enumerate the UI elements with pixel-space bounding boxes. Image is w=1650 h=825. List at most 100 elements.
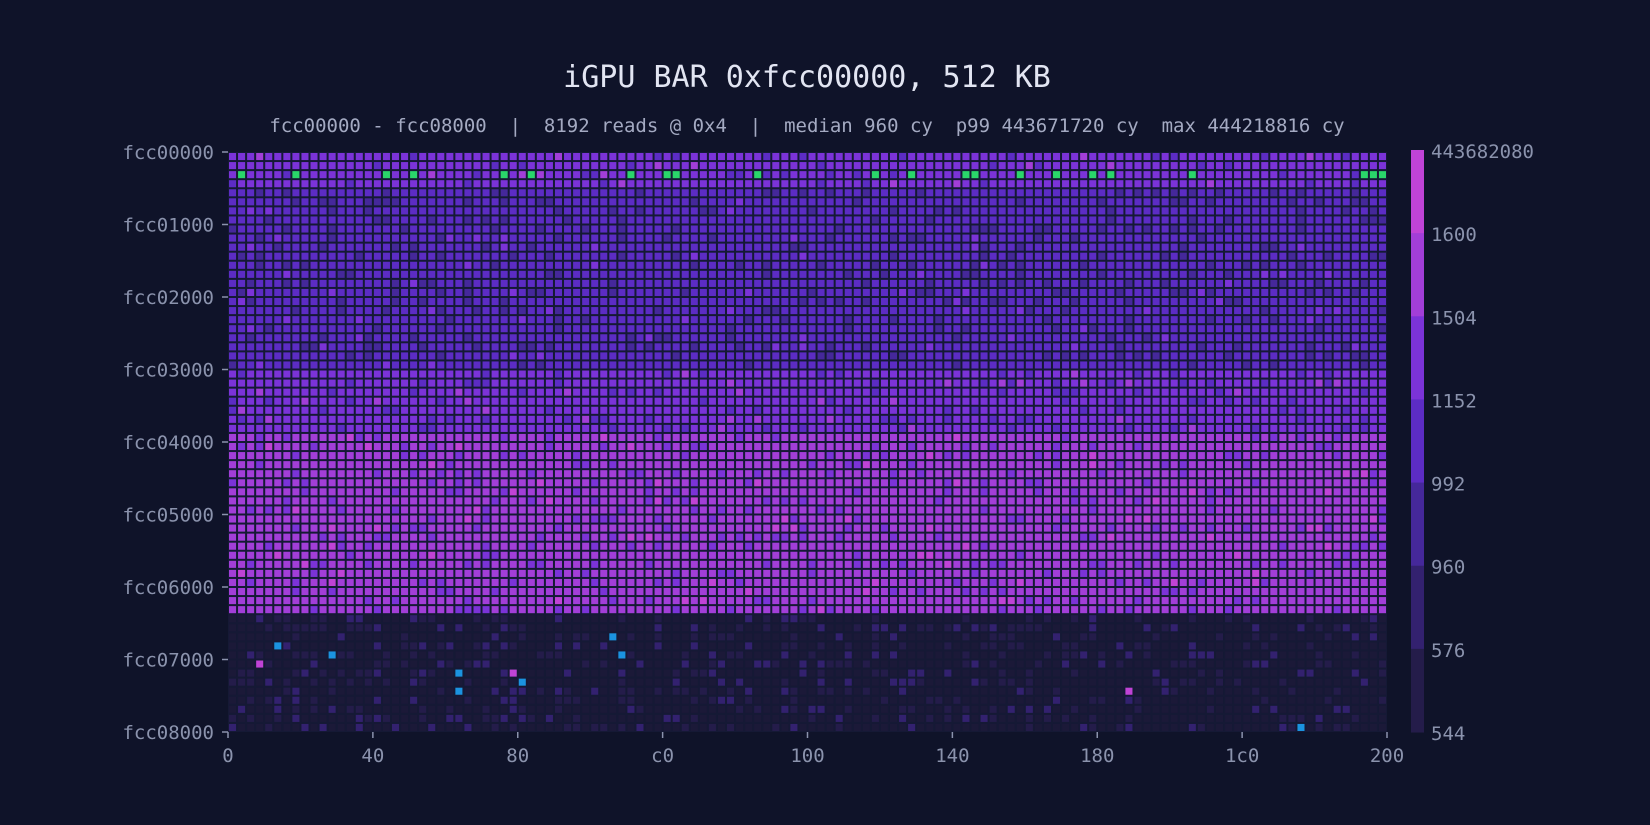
heatmap-cell	[1342, 162, 1350, 170]
heatmap-cell	[419, 379, 427, 387]
heatmap-cell	[500, 243, 508, 251]
heatmap-cell	[1089, 288, 1097, 296]
heatmap-cell	[382, 270, 390, 278]
heatmap-cell	[690, 479, 698, 487]
heatmap-cell	[636, 216, 644, 224]
heatmap-cell	[763, 162, 771, 170]
heatmap-cell	[781, 352, 789, 360]
heatmap-cell	[527, 288, 535, 296]
heatmap-cell	[899, 189, 907, 197]
heatmap-cell	[790, 216, 798, 224]
heatmap-cell	[618, 288, 626, 296]
heatmap-cell	[717, 261, 725, 269]
heatmap-cell	[1062, 424, 1070, 432]
heatmap-cell	[1215, 316, 1224, 324]
heatmap-cell	[328, 397, 336, 405]
heatmap-cell	[527, 379, 535, 387]
heatmap-cell	[681, 198, 689, 206]
heatmap-cell	[482, 243, 490, 251]
heatmap-cell	[708, 243, 716, 251]
heatmap-cell	[708, 261, 716, 269]
heatmap-cell	[745, 279, 753, 287]
heatmap-cell	[917, 443, 925, 451]
heatmap-cell	[310, 216, 318, 224]
heatmap-cell	[1206, 388, 1214, 396]
heatmap-cell	[1279, 406, 1287, 414]
heatmap-cell	[935, 316, 943, 324]
heatmap-cell	[310, 298, 318, 306]
heatmap-cell	[1315, 216, 1323, 224]
heatmap-cell	[690, 470, 698, 478]
heatmap-cell	[627, 488, 635, 496]
heatmap-cell	[283, 406, 291, 414]
heatmap-cell	[1261, 288, 1269, 296]
heatmap-cell	[1125, 243, 1133, 251]
heatmap-cell	[482, 316, 490, 324]
heatmap-cell	[1016, 288, 1024, 296]
heatmap-cell	[1107, 162, 1115, 170]
heatmap-cell	[690, 298, 698, 306]
heatmap-cell	[663, 198, 671, 206]
heatmap-cell	[382, 479, 390, 487]
heatmap-cell	[1270, 452, 1278, 460]
heatmap-cell	[319, 334, 327, 342]
heatmap-cell	[500, 307, 508, 315]
heatmap-cell	[1270, 325, 1278, 333]
heatmap-cell	[717, 397, 725, 405]
heatmap-cell	[1071, 243, 1079, 251]
heatmap-cell	[1043, 415, 1051, 423]
heatmap-cell	[265, 424, 273, 432]
heatmap-cell	[1225, 443, 1233, 451]
heatmap-cell	[473, 307, 481, 315]
heatmap-cell	[401, 379, 409, 387]
heatmap-cell	[727, 171, 735, 179]
heatmap-cell	[319, 479, 327, 487]
heatmap-cell	[428, 189, 436, 197]
heatmap-cell	[337, 352, 345, 360]
heatmap-cell	[564, 397, 572, 405]
heatmap-cell	[373, 207, 381, 215]
heatmap-cell	[1315, 488, 1323, 496]
heatmap-cell	[437, 433, 445, 441]
heatmap-cell	[1252, 252, 1260, 260]
heatmap-cell	[238, 352, 246, 360]
heatmap-cell	[772, 433, 780, 441]
heatmap-cell	[962, 261, 970, 269]
heatmap-cell	[265, 334, 273, 342]
heatmap-cell	[1080, 488, 1088, 496]
heatmap-cell	[1261, 470, 1269, 478]
heatmap-cell	[437, 479, 445, 487]
heatmap-cell	[1297, 406, 1305, 414]
heatmap-cell	[1016, 497, 1024, 505]
heatmap-cell	[573, 189, 581, 197]
heatmap-cell	[1206, 370, 1214, 378]
heatmap-cell	[500, 270, 508, 278]
heatmap-cell	[527, 207, 535, 215]
heatmap-cell	[935, 189, 943, 197]
heatmap-cell	[962, 379, 970, 387]
heatmap-cell	[627, 361, 635, 369]
heatmap-cell	[953, 153, 961, 161]
heatmap-cell	[645, 279, 653, 287]
heatmap-cell	[1062, 234, 1070, 242]
heatmap-cell	[935, 207, 943, 215]
heatmap-cell	[609, 288, 617, 296]
heatmap-cell	[265, 397, 273, 405]
heatmap-cell	[1270, 433, 1278, 441]
heatmap-cell	[880, 325, 888, 333]
heatmap-cell	[763, 243, 771, 251]
heatmap-cell	[1215, 488, 1224, 496]
heatmap-cell	[1297, 379, 1305, 387]
heatmap-cell	[600, 379, 608, 387]
heatmap-cell	[772, 352, 780, 360]
heatmap-cell	[238, 461, 246, 469]
heatmap-cell	[355, 207, 363, 215]
heatmap-cell	[1016, 443, 1024, 451]
heatmap-cell	[1071, 225, 1079, 233]
heatmap-cell	[455, 388, 463, 396]
heatmap-cell	[853, 316, 861, 324]
heatmap-cell	[1351, 379, 1359, 387]
heatmap-cell	[238, 216, 246, 224]
heatmap-cell	[391, 261, 400, 269]
heatmap-cell	[962, 370, 970, 378]
